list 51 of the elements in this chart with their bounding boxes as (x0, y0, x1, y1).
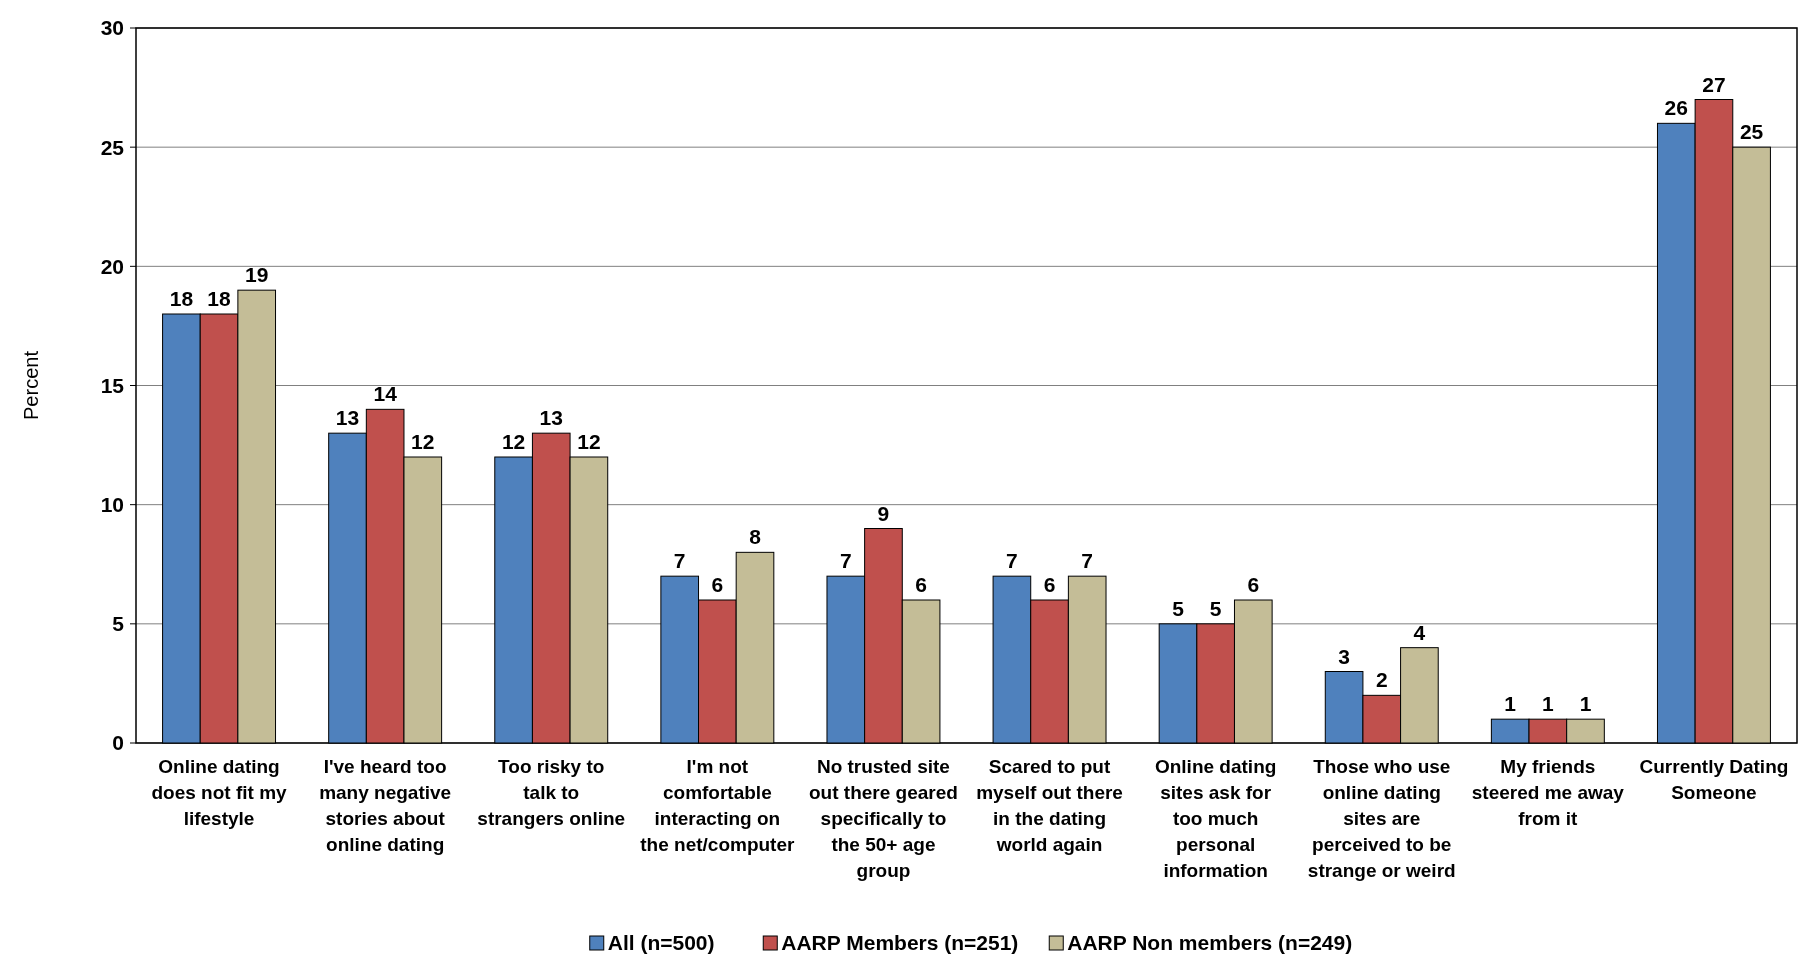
legend-label: AARP Members (n=251) (781, 931, 1019, 954)
data-label: 5 (1209, 596, 1222, 620)
data-label: 13 (539, 406, 563, 430)
data-label: 6 (915, 573, 927, 596)
data-label: 3 (1338, 644, 1350, 668)
data-label: 19 (245, 263, 269, 287)
x-tick-label: I'm not comfortable interacting on the net/computer (640, 756, 796, 855)
y-tick-label: 25 (100, 135, 125, 159)
data-label: 6 (1247, 573, 1260, 596)
y-tick-label: 15 (100, 373, 125, 397)
data-label: 27 (1702, 72, 1726, 96)
y-tick-label: 0 (112, 731, 124, 755)
data-label: 14 (373, 382, 398, 406)
y-tick-label: 5 (112, 612, 125, 636)
data-label: 8 (749, 525, 762, 549)
data-label: 9 (877, 501, 890, 525)
data-label: 18 (169, 287, 194, 310)
data-label: 5 (1172, 596, 1185, 620)
data-label: 2 (1375, 668, 1388, 692)
data-label: 1 (1542, 692, 1555, 716)
data-label: 12 (577, 430, 601, 453)
data-label: 12 (501, 430, 526, 453)
data-label: 26 (1664, 96, 1688, 120)
data-label: 12 (411, 430, 435, 453)
data-label: 1 (1504, 692, 1517, 716)
data-label: 7 (839, 549, 852, 573)
data-label: 1 (1579, 692, 1592, 716)
data-label: 18 (207, 287, 232, 310)
x-tick-label: My friends steered me away from it (1471, 756, 1625, 829)
legend-label: AARP Non members (n=249) (1067, 931, 1353, 954)
x-tick-label: Scared to put myself out there in the dating world again (976, 756, 1123, 855)
legend-label: All (n=500) (607, 931, 715, 954)
x-tick-label: Online dating sites ask for too much personal information (1154, 756, 1277, 881)
data-label: 7 (673, 549, 686, 573)
x-tick-label: Too risky to talk to strangers online (477, 756, 626, 829)
x-tick-label: Currently Dating Someone (1639, 756, 1789, 803)
x-tick-label: I've heard too many negative stories about online dating (319, 756, 452, 855)
data-label: 7 (1006, 549, 1018, 573)
x-tick-label: No trusted site out there geared specifically to the 50+ age group (809, 756, 958, 881)
data-label: 13 (335, 406, 360, 430)
data-label: 7 (1081, 549, 1094, 573)
y-tick-label: 10 (100, 493, 124, 517)
data-label: 25 (1739, 120, 1764, 144)
y-axis-title: Percent (20, 350, 42, 420)
data-label: 6 (1043, 573, 1056, 596)
y-tick-label: 20 (100, 254, 124, 278)
y-tick-label: 30 (100, 16, 124, 40)
data-label: 6 (711, 573, 724, 596)
x-tick-label: Online dating does not fit my lifestyle (151, 756, 288, 829)
x-tick-label: Those who use online dating sites are perceived to be strange or weird (1307, 756, 1456, 881)
data-label: 4 (1413, 620, 1426, 644)
